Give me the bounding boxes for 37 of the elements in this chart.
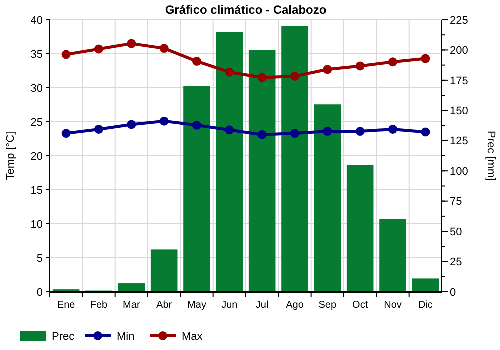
y2-tick-label: 25 <box>450 256 462 269</box>
y2-tick-label: 100 <box>450 166 468 178</box>
y-axis-title: Temp [°C] <box>5 132 17 180</box>
y-tick-label: 35 <box>30 48 43 61</box>
y-tick-label: 15 <box>30 184 43 197</box>
x-tick-label: Nov <box>384 300 402 311</box>
x-tick-label: Oct <box>352 300 368 311</box>
x-tick-label: Sep <box>318 300 337 311</box>
y-tick-label: 0 <box>36 286 43 299</box>
y2-tick-label: 0 <box>450 286 456 299</box>
y2-tick-label: 125 <box>450 136 468 148</box>
y2-tick-label: 200 <box>450 45 468 58</box>
y2-tick-label: 150 <box>450 106 468 118</box>
y2-axis-title: Prec [mm] <box>485 130 497 182</box>
x-tick-label: Mar <box>123 300 141 311</box>
x-tick-label: Dic <box>418 300 433 311</box>
y2-tick-label: 175 <box>450 75 468 88</box>
y-tick-label: 10 <box>30 218 43 231</box>
x-tick-label: Ene <box>57 300 76 311</box>
x-tick-label: May <box>188 300 206 311</box>
chart-title: Gráfico climático - Calabozo <box>165 3 327 17</box>
legend-label: Max <box>182 330 204 343</box>
y-tick-label: 30 <box>30 82 43 95</box>
y-tick-label: 20 <box>30 150 43 163</box>
legend-label: Min <box>117 330 135 343</box>
x-tick-label: Jun <box>222 300 238 311</box>
x-tick-label: Abr <box>156 300 173 311</box>
y2-tick-label: 50 <box>450 226 462 238</box>
y-tick-label: 40 <box>30 14 43 27</box>
x-tick-label: Jul <box>256 300 269 311</box>
x-tick-label: Ago <box>286 300 304 311</box>
y-tick-label: 5 <box>36 252 43 265</box>
y2-tick-label: 225 <box>450 14 468 27</box>
x-tick-label: Feb <box>90 300 108 311</box>
legend-label: Prec <box>52 330 76 343</box>
y-tick-label: 25 <box>30 116 43 129</box>
y2-tick-label: 75 <box>450 196 462 208</box>
